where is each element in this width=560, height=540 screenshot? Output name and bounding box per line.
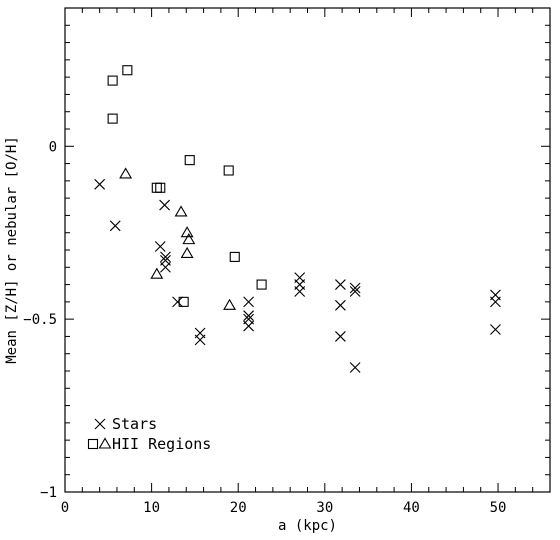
- star-point: [243, 310, 254, 322]
- star-point: [335, 279, 346, 290]
- star-point: [335, 299, 346, 311]
- hii-triangle-point: [180, 246, 194, 259]
- star-point: [335, 331, 346, 342]
- star-point: [490, 296, 501, 308]
- star-point: [109, 220, 121, 232]
- legend-hii-triangle-marker: [98, 437, 112, 449]
- hii-square-legend-marker: [87, 438, 99, 450]
- star-point: [94, 178, 106, 190]
- hii-square-point: [107, 113, 118, 124]
- star-point: [349, 286, 361, 297]
- hii-square-point: [223, 165, 234, 176]
- x-axis-title: a (kpc): [278, 518, 337, 534]
- star-point: [243, 296, 254, 308]
- hii-triangle-point: [119, 167, 133, 179]
- hii-triangle-point: [174, 205, 188, 217]
- legend: Stars HII Regions: [87, 415, 211, 453]
- hii-triangle-point: [182, 233, 196, 245]
- hii-square-point: [256, 279, 267, 290]
- star-point: [490, 324, 501, 335]
- legend-stars-marker: [94, 418, 106, 430]
- star-point: [154, 241, 166, 252]
- x-tick-label: 50: [490, 500, 507, 516]
- legend-hii-square-marker: [87, 438, 99, 450]
- hii-square-point: [107, 75, 118, 86]
- hii-triangle-legend-marker: [98, 437, 112, 449]
- data-points: [94, 65, 501, 373]
- hii-triangle-point: [223, 298, 237, 310]
- stars-legend-marker: [94, 418, 106, 430]
- x-tick-label: 20: [230, 500, 247, 516]
- y-tick-labels: −1 −0.5 0: [23, 139, 57, 501]
- hii-triangle-point: [150, 267, 164, 279]
- axis-ticks: [64, 7, 551, 493]
- legend-stars-label: Stars: [112, 415, 157, 433]
- star-point: [159, 199, 170, 211]
- hii-square-point: [122, 65, 133, 76]
- star-point: [160, 261, 171, 273]
- hii-square-point: [229, 251, 240, 262]
- x-tick-label: 40: [403, 500, 420, 516]
- hii-triangle-point: [180, 226, 194, 238]
- star-point: [194, 334, 206, 346]
- star-point: [160, 251, 171, 263]
- y-axis-title: Mean [Z/H] or nebular [O/H]: [4, 136, 20, 364]
- x-tick-label: 0: [61, 500, 69, 516]
- legend-hii-label: HII Regions: [112, 435, 211, 453]
- y-tick-label: −1: [40, 485, 57, 501]
- hii-square-point: [178, 296, 189, 307]
- hii-square-point: [184, 155, 195, 166]
- star-point: [349, 282, 361, 294]
- hii-square-point: [155, 182, 166, 193]
- star-point: [243, 320, 254, 332]
- y-tick-label: −0.5: [23, 312, 57, 328]
- star-point: [294, 286, 306, 297]
- star-point: [349, 362, 361, 373]
- x-tick-labels: 0 10 20 30 40 50: [61, 500, 507, 516]
- y-tick-label: 0: [49, 139, 57, 155]
- hii-square-point: [151, 182, 162, 193]
- star-point: [172, 296, 183, 308]
- x-tick-label: 30: [316, 500, 333, 516]
- x-tick-label: 10: [143, 500, 160, 516]
